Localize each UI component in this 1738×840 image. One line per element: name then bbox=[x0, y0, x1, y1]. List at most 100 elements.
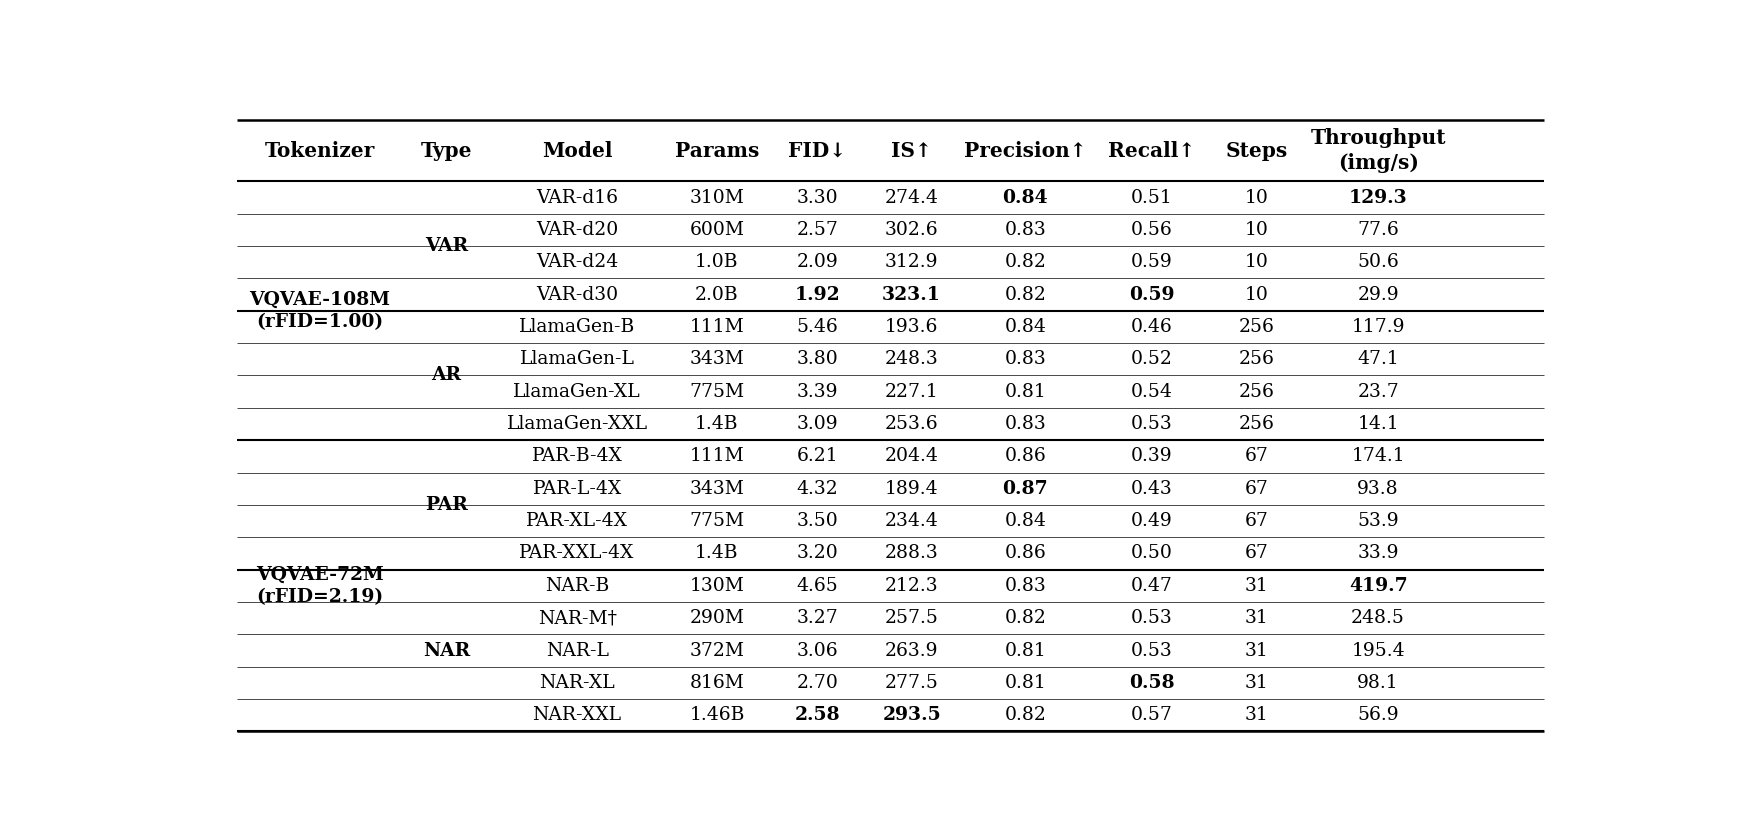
Text: 77.6: 77.6 bbox=[1357, 221, 1399, 239]
Text: IS↑: IS↑ bbox=[892, 141, 932, 160]
Text: 29.9: 29.9 bbox=[1357, 286, 1399, 303]
Text: 253.6: 253.6 bbox=[885, 415, 939, 433]
Text: 174.1: 174.1 bbox=[1350, 448, 1404, 465]
Text: 600M: 600M bbox=[690, 221, 744, 239]
Text: 0.81: 0.81 bbox=[1005, 383, 1046, 401]
Text: 3.09: 3.09 bbox=[796, 415, 838, 433]
Text: 31: 31 bbox=[1244, 706, 1269, 724]
Text: VQVAE-72M
(rFID=2.19): VQVAE-72M (rFID=2.19) bbox=[255, 565, 384, 606]
Text: 67: 67 bbox=[1244, 480, 1269, 498]
Text: Model: Model bbox=[542, 141, 612, 160]
Text: 117.9: 117.9 bbox=[1352, 318, 1404, 336]
Text: LlamaGen-L: LlamaGen-L bbox=[520, 350, 634, 368]
Text: 10: 10 bbox=[1244, 188, 1269, 207]
Text: 50.6: 50.6 bbox=[1357, 253, 1399, 271]
Text: 277.5: 277.5 bbox=[885, 674, 939, 692]
Text: NAR-L: NAR-L bbox=[546, 642, 608, 659]
Text: 343M: 343M bbox=[690, 350, 744, 368]
Text: NAR-M†: NAR-M† bbox=[537, 609, 617, 627]
Text: 0.86: 0.86 bbox=[1005, 448, 1046, 465]
Text: 0.84: 0.84 bbox=[1003, 188, 1048, 207]
Text: 775M: 775M bbox=[690, 383, 744, 401]
Text: 290M: 290M bbox=[690, 609, 744, 627]
Text: 2.0B: 2.0B bbox=[695, 286, 739, 303]
Text: 111M: 111M bbox=[690, 448, 744, 465]
Text: Tokenizer: Tokenizer bbox=[264, 141, 375, 160]
Text: 98.1: 98.1 bbox=[1357, 674, 1399, 692]
Text: 6.21: 6.21 bbox=[796, 448, 838, 465]
Text: 67: 67 bbox=[1244, 544, 1269, 563]
Text: 10: 10 bbox=[1244, 253, 1269, 271]
Text: PAR-XXL-4X: PAR-XXL-4X bbox=[520, 544, 634, 563]
Text: 0.81: 0.81 bbox=[1005, 642, 1046, 659]
Text: Throughput
(img/s): Throughput (img/s) bbox=[1310, 129, 1446, 173]
Text: 256: 256 bbox=[1239, 350, 1274, 368]
Text: Params: Params bbox=[674, 141, 760, 160]
Text: 204.4: 204.4 bbox=[885, 448, 939, 465]
Text: 0.82: 0.82 bbox=[1005, 609, 1046, 627]
Text: 129.3: 129.3 bbox=[1349, 188, 1408, 207]
Text: 0.81: 0.81 bbox=[1005, 674, 1046, 692]
Text: 130M: 130M bbox=[690, 577, 744, 595]
Text: VAR-d20: VAR-d20 bbox=[535, 221, 619, 239]
Text: 67: 67 bbox=[1244, 448, 1269, 465]
Text: 288.3: 288.3 bbox=[885, 544, 939, 563]
Text: 0.50: 0.50 bbox=[1131, 544, 1173, 563]
Text: 0.43: 0.43 bbox=[1131, 480, 1173, 498]
Text: 3.30: 3.30 bbox=[796, 188, 838, 207]
Text: 1.92: 1.92 bbox=[794, 286, 841, 303]
Text: 212.3: 212.3 bbox=[885, 577, 939, 595]
Text: 193.6: 193.6 bbox=[885, 318, 939, 336]
Text: 256: 256 bbox=[1239, 318, 1274, 336]
Text: 4.65: 4.65 bbox=[796, 577, 838, 595]
Text: 33.9: 33.9 bbox=[1357, 544, 1399, 563]
Text: 3.27: 3.27 bbox=[796, 609, 838, 627]
Text: 56.9: 56.9 bbox=[1357, 706, 1399, 724]
Text: 10: 10 bbox=[1244, 286, 1269, 303]
Text: 2.09: 2.09 bbox=[796, 253, 838, 271]
Text: 195.4: 195.4 bbox=[1350, 642, 1404, 659]
Text: 293.5: 293.5 bbox=[883, 706, 940, 724]
Text: 0.59: 0.59 bbox=[1131, 253, 1173, 271]
Text: 3.06: 3.06 bbox=[796, 642, 838, 659]
Text: 0.86: 0.86 bbox=[1005, 544, 1046, 563]
Text: 312.9: 312.9 bbox=[885, 253, 939, 271]
Text: VQVAE-108M
(rFID=1.00): VQVAE-108M (rFID=1.00) bbox=[249, 291, 391, 331]
Text: Recall↑: Recall↑ bbox=[1109, 141, 1196, 160]
Text: 323.1: 323.1 bbox=[883, 286, 940, 303]
Text: 4.32: 4.32 bbox=[796, 480, 838, 498]
Text: 263.9: 263.9 bbox=[885, 642, 939, 659]
Text: 3.20: 3.20 bbox=[796, 544, 838, 563]
Text: 0.84: 0.84 bbox=[1005, 318, 1046, 336]
Text: 47.1: 47.1 bbox=[1357, 350, 1399, 368]
Text: Precision↑: Precision↑ bbox=[965, 141, 1086, 160]
Text: 53.9: 53.9 bbox=[1357, 512, 1399, 530]
Text: 302.6: 302.6 bbox=[885, 221, 939, 239]
Text: 3.50: 3.50 bbox=[796, 512, 838, 530]
Text: 0.58: 0.58 bbox=[1130, 674, 1175, 692]
Text: 3.80: 3.80 bbox=[796, 350, 838, 368]
Text: 248.3: 248.3 bbox=[885, 350, 939, 368]
Text: 0.83: 0.83 bbox=[1005, 350, 1046, 368]
Text: 111M: 111M bbox=[690, 318, 744, 336]
Text: PAR-XL-4X: PAR-XL-4X bbox=[527, 512, 627, 530]
Text: LlamaGen-XL: LlamaGen-XL bbox=[513, 383, 641, 401]
Text: NAR-B: NAR-B bbox=[546, 577, 610, 595]
Text: VAR: VAR bbox=[424, 237, 468, 255]
Text: VAR-d30: VAR-d30 bbox=[535, 286, 619, 303]
Text: 31: 31 bbox=[1244, 609, 1269, 627]
Text: 0.82: 0.82 bbox=[1005, 253, 1046, 271]
Text: NAR-XXL: NAR-XXL bbox=[532, 706, 622, 724]
Text: 67: 67 bbox=[1244, 512, 1269, 530]
Text: VAR-d16: VAR-d16 bbox=[535, 188, 619, 207]
Text: 31: 31 bbox=[1244, 577, 1269, 595]
Text: 227.1: 227.1 bbox=[885, 383, 939, 401]
Text: 775M: 775M bbox=[690, 512, 744, 530]
Text: 0.49: 0.49 bbox=[1131, 512, 1173, 530]
Text: 2.58: 2.58 bbox=[794, 706, 841, 724]
Text: 23.7: 23.7 bbox=[1357, 383, 1399, 401]
Text: 274.4: 274.4 bbox=[885, 188, 939, 207]
Text: 1.0B: 1.0B bbox=[695, 253, 739, 271]
Text: 0.39: 0.39 bbox=[1131, 448, 1173, 465]
Text: PAR: PAR bbox=[426, 496, 468, 514]
